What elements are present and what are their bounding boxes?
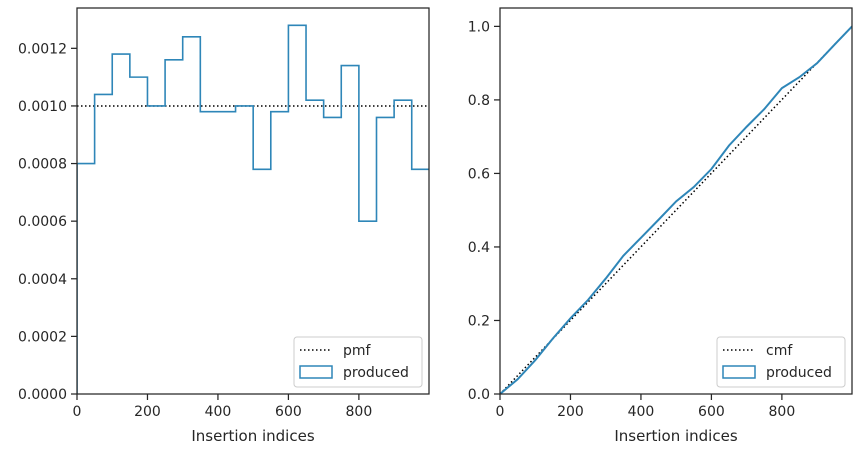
right-chart-cmf: 0 200 400 600 800 0.0 0.2 0.4 0.6 0.8 1.0 Insertion… (468, 7, 853, 445)
right-ytick-label-3: 0.6 (468, 166, 490, 182)
left-xlabel: Insertion indices (191, 427, 314, 445)
left-series-group (77, 24, 429, 394)
left-ytick-label-3: 0.0006 (18, 214, 67, 230)
legend-right: cmf produced (716, 336, 846, 388)
left-xtick-label-3: 600 (275, 404, 302, 420)
legend-right-frame (716, 336, 846, 388)
left-series-produced (77, 24, 429, 394)
left-xtick-label-1: 200 (134, 404, 161, 420)
right-ytick-label-0: 0.0 (468, 387, 490, 403)
right-xtick-label-3: 600 (698, 404, 725, 420)
legend-right-produced-swatch (722, 365, 756, 379)
left-ytick-label-6: 0.0012 (18, 41, 67, 57)
left-ytick-label-4: 0.0008 (18, 157, 67, 173)
legend-left-produced-label: produced (343, 365, 409, 381)
right-series-group (500, 25, 852, 394)
right-ytick-label-4: 0.8 (468, 93, 490, 109)
right-ytick-label-2: 0.4 (468, 240, 490, 256)
left-chart-pmf: 0 200 400 600 800 0.0000 0.0002 0.0004 0.0006 0.0… (18, 7, 430, 445)
right-xtick-label-4: 800 (769, 404, 796, 420)
right-xlabel: Insertion indices (614, 427, 737, 445)
right-series-produced (500, 25, 852, 394)
right-ytick-label-1: 0.2 (468, 313, 490, 329)
legend-right-produced-label: produced (766, 365, 832, 381)
left-ytick-label-2: 0.0004 (18, 272, 67, 288)
left-xtick-label-0: 0 (73, 404, 82, 420)
left-ytick-label-1: 0.0002 (18, 329, 67, 345)
right-xtick-label-1: 200 (557, 404, 584, 420)
right-ytick-label-5: 1.0 (468, 19, 490, 35)
left-ytick-label-5: 0.0010 (18, 99, 67, 115)
right-xtick-label-0: 0 (496, 404, 505, 420)
left-axes-frame (76, 7, 430, 395)
legend-left-frame (293, 336, 423, 388)
right-xtick-label-2: 400 (628, 404, 655, 420)
left-xtick-label-4: 800 (346, 404, 373, 420)
legend-left-pmf-label: pmf (343, 343, 372, 359)
legend-left: pmf produced (293, 336, 423, 388)
left-ytick-label-0: 0.0000 (18, 387, 67, 403)
right-axes-frame (499, 7, 853, 395)
legend-right-cmf-label: cmf (766, 343, 793, 359)
left-xtick-label-2: 400 (205, 404, 232, 420)
legend-left-produced-swatch (299, 365, 333, 379)
